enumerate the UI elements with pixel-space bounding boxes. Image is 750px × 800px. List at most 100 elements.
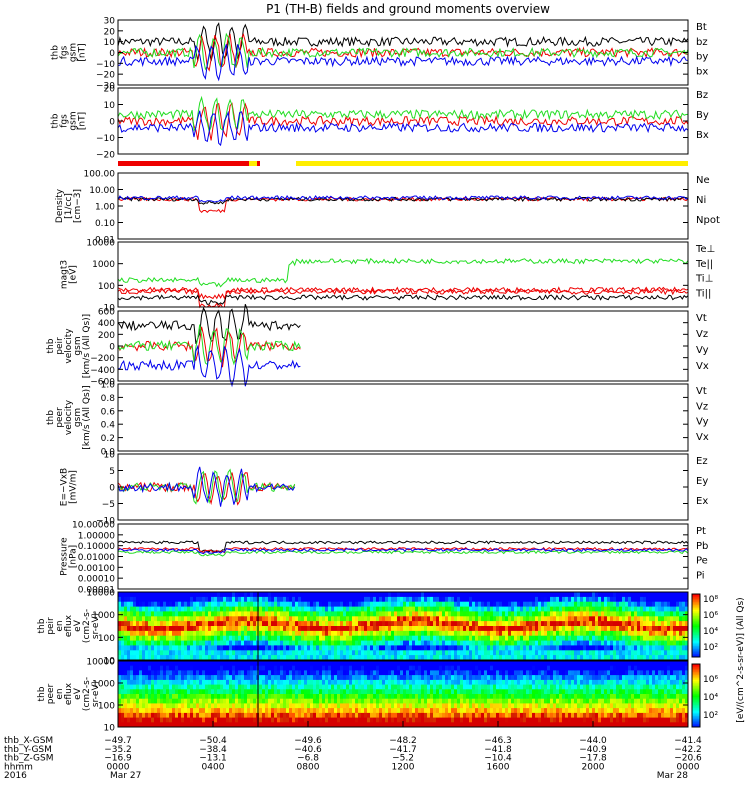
heatmap-cell [205,722,209,728]
heatmap-cell [190,616,194,622]
y-tick-label: 10 [104,304,116,314]
heatmap-cell [397,665,401,671]
heatmap-cell [352,596,356,603]
heatmap-cell [679,655,683,661]
heatmap-cell [400,601,404,608]
heatmap-cell [130,665,134,671]
heatmap-cell [217,665,221,671]
heatmap-cell [400,626,404,632]
heatmap-cell [520,679,524,686]
heatmap-cell [166,621,170,627]
heatmap-cell [208,626,212,632]
heatmap-cell [640,601,644,608]
heatmap-cell [592,606,596,612]
heatmap-cell [160,640,164,646]
heatmap-cell [238,616,242,622]
heatmap-cell [280,722,284,728]
heatmap-cell [166,708,170,714]
heatmap-cell [307,626,311,632]
heatmap-cell [532,679,536,686]
heatmap-cell [451,626,455,632]
heatmap-cell [382,684,386,690]
heatmap-cell [556,621,560,627]
heatmap-cell [400,592,404,598]
heatmap-cell [271,650,275,656]
heatmap-cell [151,592,155,598]
heatmap-cell [310,722,314,728]
heatmap-cell [589,650,593,656]
heatmap-cell [151,675,155,681]
heatmap-cell [316,635,320,642]
heatmap-cell [445,635,449,642]
heatmap-cell [472,650,476,656]
heatmap-cell [631,655,635,661]
heatmap-cell [445,630,449,637]
heatmap-cell [409,703,413,709]
heatmap-cell [394,650,398,656]
heatmap-cell [196,708,200,714]
heatmap-cell [523,645,527,651]
heatmap-cell [160,708,164,714]
heatmap-cell [154,708,158,714]
heatmap-cell [379,621,383,627]
heatmap-cell [493,621,497,627]
heatmap-cell [556,640,560,646]
heatmap-cell [436,596,440,603]
heatmap-cell [265,630,269,637]
heatmap-cell [295,698,299,704]
heatmap-cell [520,655,524,661]
heatmap-cell [541,703,545,709]
heatmap-cell [322,694,326,700]
heatmap-cell [412,655,416,661]
heatmap-cell [250,655,254,661]
heatmap-cell [223,650,227,656]
heatmap-cell [214,645,218,651]
heatmap-cell [250,689,254,695]
heatmap-cell [148,650,152,656]
legend-p4-Ti||: Ti|| [695,288,711,299]
heatmap-cell [589,655,593,661]
heatmap-cell [139,611,143,617]
heatmap-cell [190,621,194,627]
heatmap-cell [403,689,407,695]
heatmap-cell [550,717,554,723]
heatmap-cell [238,635,242,642]
heatmap-cell [157,655,161,661]
heatmap-cell [679,611,683,617]
heatmap-cell [202,596,206,603]
heatmap-cell [229,596,233,603]
heatmap-cell [205,626,209,632]
heatmap-cell [364,717,368,723]
heatmap-cell [448,675,452,681]
heatmap-cell [334,645,338,651]
heatmap-cell [295,630,299,637]
heatmap-cell [685,621,689,627]
heatmap-cell [421,722,425,728]
heatmap-cell [355,675,359,681]
heatmap-cell [517,703,521,709]
heatmap-cell [439,698,443,704]
heatmap-cell [622,655,626,661]
heatmap-cell [211,698,215,704]
heatmap-cell [517,621,521,627]
heatmap-cell [178,694,182,700]
heatmap-cell [403,645,407,651]
heatmap-cell [220,606,224,612]
heatmap-cell [385,621,389,627]
heatmap-cell [286,621,290,627]
heatmap-cell [442,694,446,700]
heatmap-cell [124,621,128,627]
heatmap-cell [211,670,215,676]
heatmap-cell [493,592,497,598]
heatmap-cell [205,635,209,642]
heatmap-cell [376,640,380,646]
heatmap-cell [241,611,245,617]
heatmap-cell [628,592,632,598]
heatmap-cell [364,645,368,651]
heatmap-cell [166,665,170,671]
heatmap-cell [463,684,467,690]
heatmap-cell [118,650,122,656]
heatmap-cell [547,616,551,622]
heatmap-cell [271,698,275,704]
heatmap-cell [238,703,242,709]
